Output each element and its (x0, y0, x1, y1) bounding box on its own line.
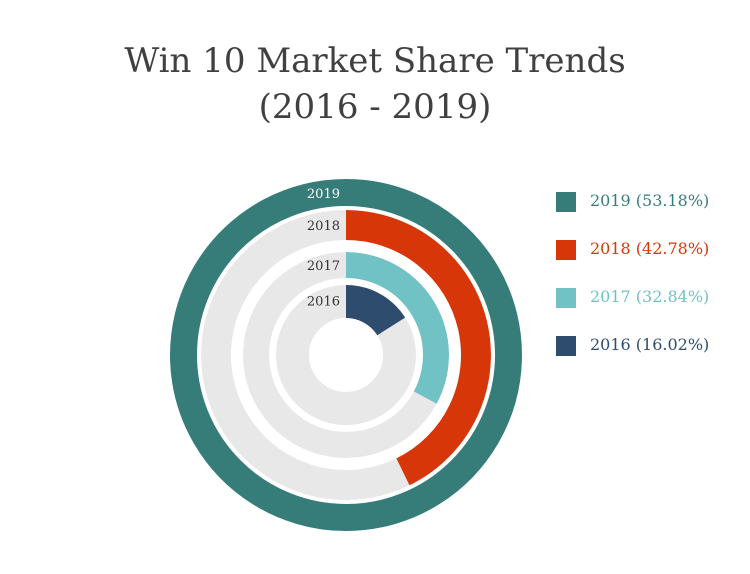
legend-label-2016: 2016 (16.02%) (590, 335, 710, 354)
legend-swatch-2019 (556, 192, 576, 212)
legend: 2019 (53.18%) 2018 (42.78%) 2017 (32.84%… (556, 188, 746, 380)
ring-label-2018: 2018 (307, 219, 340, 234)
legend-swatch-2018 (556, 240, 576, 260)
ring-bar-2017[interactable] (345, 252, 449, 404)
ring-bar-2019[interactable] (170, 179, 522, 531)
rings-group (170, 179, 522, 531)
legend-swatch-2016 (556, 336, 576, 356)
chart-subtitle-text: (2016 - 2019) (258, 87, 492, 127)
ring-gap-1 (239, 248, 453, 462)
legend-swatch-2017 (556, 288, 576, 308)
ring-gap-0 (272, 281, 420, 429)
ring-labels-group: 2016 2017 2018 2019 (307, 187, 340, 310)
ring-gap-2 (197, 206, 495, 504)
legend-item-2018[interactable]: 2018 (42.78%) (556, 236, 746, 284)
ring-label-2019: 2019 (307, 187, 340, 202)
legend-label-2018: 2018 (42.78%) (590, 239, 710, 258)
ring-bar-2016[interactable] (345, 283, 407, 336)
legend-item-2016[interactable]: 2016 (16.02%) (556, 332, 746, 380)
legend-item-2017[interactable]: 2017 (32.84%) (556, 284, 746, 332)
chart-title: Win 10 Market Share Trends (2016 - 2019) (0, 38, 750, 130)
ring-bar-2018[interactable] (345, 210, 491, 486)
legend-item-2019[interactable]: 2019 (53.18%) (556, 188, 746, 236)
legend-label-2019: 2019 (53.18%) (590, 191, 710, 210)
ring-label-2016: 2016 (307, 295, 340, 310)
ring-label-2017: 2017 (307, 259, 340, 274)
legend-label-2017: 2017 (32.84%) (590, 287, 710, 306)
chart-title-text: Win 10 Market Share Trends (124, 41, 626, 81)
